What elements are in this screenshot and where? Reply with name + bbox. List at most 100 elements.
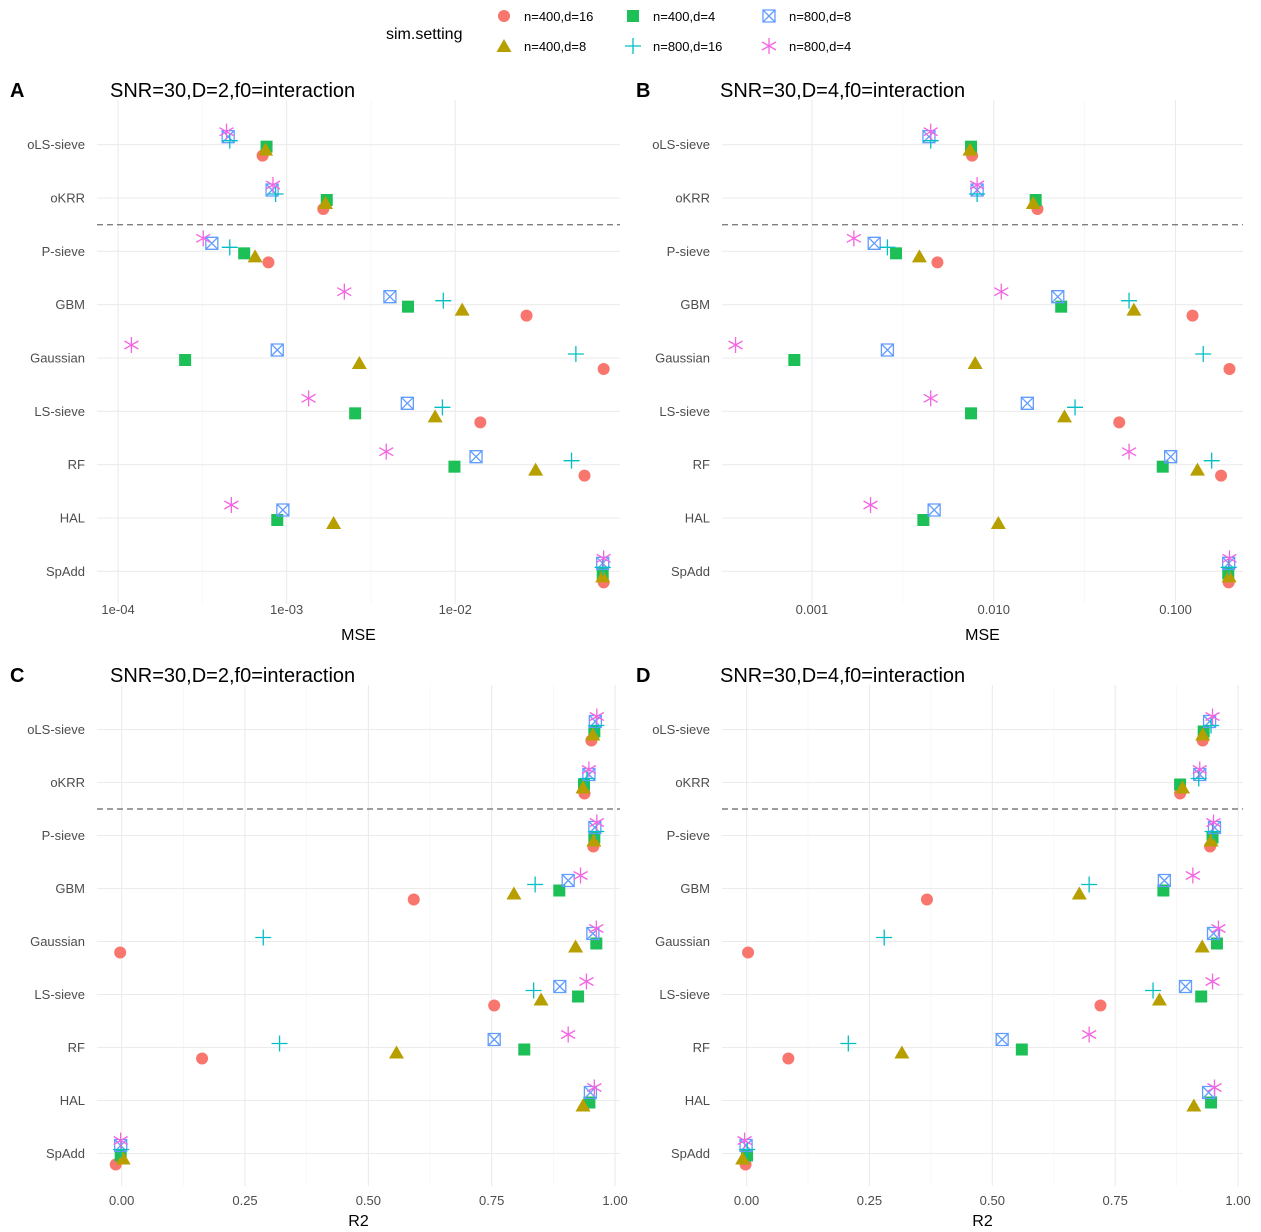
point-n-400-d-16-rf <box>1215 469 1228 482</box>
point-n-800-d-8-rf <box>487 1032 501 1047</box>
point-n-800-d-16-spadd <box>594 559 611 576</box>
point-n-800-d-8-gaussian <box>270 343 284 357</box>
point-n-800-d-4-okrr <box>1192 761 1208 778</box>
point-n-400-d-4-ls-sieve <box>572 990 585 1003</box>
point-n-400-d-4-ls-sieve <box>1195 990 1208 1003</box>
panel-tag: C <box>10 665 24 687</box>
panel-title: SNR=30,D=4,f0=interaction <box>720 80 965 102</box>
point-n-400-d-4-gaussian <box>179 354 192 366</box>
point-n-800-d-4-gbm <box>993 283 1009 300</box>
point-n-400-d-8-p-sieve <box>586 833 602 847</box>
point-n-800-d-16-gaussian <box>876 929 893 946</box>
point-n-400-d-4-gaussian <box>1210 937 1223 950</box>
point-n-800-d-16-ls-sieve <box>434 399 451 416</box>
y-tick-label-ols-sieve: oLS-sieve <box>652 137 710 152</box>
point-n-800-d-16-gaussian <box>255 929 272 946</box>
point-n-800-d-8-gbm <box>561 873 575 888</box>
point-n-800-d-4-okrr <box>581 761 597 778</box>
point-n-400-d-16-gaussian <box>1223 363 1236 375</box>
point-n-400-d-8-hal <box>990 516 1006 529</box>
panel-title: SNR=30,D=2,f0=interaction <box>110 665 355 687</box>
point-n-800-d-16-rf <box>271 1035 288 1052</box>
point-n-800-d-16-gbm <box>527 876 544 893</box>
point-n-800-d-16-gbm <box>1121 292 1138 309</box>
point-n-400-d-8-hal <box>326 516 342 529</box>
legend-key-n-800-d-8 <box>762 9 776 23</box>
point-n-400-d-16-gbm <box>1186 309 1199 322</box>
y-tick-label-hal: HAL <box>685 1093 710 1108</box>
y-tick-label-spadd: SpAdd <box>46 564 85 579</box>
point-n-800-d-8-gbm <box>1051 290 1065 304</box>
point-n-400-d-8-ols-sieve <box>585 727 601 741</box>
point-n-800-d-4-hal <box>1207 1079 1222 1096</box>
legend-label-n-400-d-4: n=400,d=4 <box>653 9 715 24</box>
x-tick-label: 1.00 <box>602 1193 627 1208</box>
point-n-800-d-4-gaussian <box>1211 920 1226 937</box>
point-n-400-d-8-hal <box>1186 1098 1202 1112</box>
point-n-800-d-4-rf <box>560 1026 576 1043</box>
x-tick-label: 0.75 <box>1103 1193 1128 1208</box>
point-n-400-d-8-ols-sieve <box>962 142 978 156</box>
point-n-800-d-8-rf <box>1164 450 1178 464</box>
legend-key-n-400-d-8 <box>496 39 512 52</box>
point-n-800-d-8-ls-sieve <box>400 396 414 410</box>
point-n-400-d-8-gbm <box>454 302 470 316</box>
point-n-400-d-8-ols-sieve <box>1195 727 1211 741</box>
x-tick-label: 0.75 <box>479 1193 504 1208</box>
point-n-400-d-8-spadd <box>115 1151 131 1165</box>
y-tick-label-p-sieve: P-sieve <box>667 828 710 843</box>
y-tick-label-rf: RF <box>68 457 85 472</box>
y-tick-label-ols-sieve: oLS-sieve <box>27 722 85 737</box>
point-n-800-d-4-rf <box>1081 1026 1097 1043</box>
y-tick-label-okrr: oKRR <box>675 191 710 206</box>
point-n-800-d-4-okrr <box>265 177 281 193</box>
point-n-800-d-4-ls-sieve <box>1205 973 1220 990</box>
point-n-400-d-4-gbm <box>402 300 415 313</box>
point-n-400-d-4-gaussian <box>590 937 603 950</box>
point-n-400-d-16-rf <box>782 1052 795 1065</box>
point-n-800-d-4-rf <box>1121 443 1137 460</box>
point-n-400-d-16-gaussian <box>114 946 127 959</box>
legend-key-n-400-d-16 <box>498 10 510 22</box>
point-n-800-d-8-hal <box>927 503 941 517</box>
point-n-800-d-4-gbm <box>337 283 352 300</box>
y-tick-label-p-sieve: P-sieve <box>42 828 85 843</box>
legend-item-n-400-d-16: n=400,d=16 <box>498 9 593 24</box>
point-n-400-d-8-gaussian <box>568 939 584 953</box>
legend-key-n-800-d-4 <box>761 38 777 54</box>
y-tick-label-p-sieve: P-sieve <box>42 244 85 259</box>
y-tick-label-hal: HAL <box>60 1093 85 1108</box>
x-axis-label: MSE <box>341 627 376 644</box>
point-n-400-d-4-rf <box>448 460 461 473</box>
point-n-800-d-8-ls-sieve <box>1178 979 1193 994</box>
legend-item-n-800-d-16: n=800,d=16 <box>625 38 722 54</box>
point-n-800-d-16-gaussian <box>567 346 584 362</box>
point-n-800-d-16-okrr <box>1190 770 1207 787</box>
point-n-800-d-8-gaussian <box>880 343 895 357</box>
point-n-800-d-4-p-sieve <box>846 230 862 247</box>
legend-item-n-800-d-4: n=800,d=4 <box>761 38 851 54</box>
point-n-800-d-8-rf <box>995 1032 1009 1047</box>
point-n-400-d-8-spadd <box>735 1151 751 1165</box>
point-n-400-d-16-ls-sieve <box>1113 416 1126 429</box>
point-n-800-d-4-gbm <box>573 867 588 884</box>
y-tick-label-okrr: oKRR <box>50 775 85 790</box>
data-points <box>735 708 1226 1171</box>
point-n-800-d-4-ols-sieve <box>589 708 605 725</box>
point-n-400-d-8-hal <box>575 1098 591 1112</box>
point-n-800-d-16-rf <box>840 1035 857 1052</box>
y-tick-label-gbm: GBM <box>680 297 710 312</box>
point-n-800-d-4-okrr <box>969 177 985 193</box>
point-n-400-d-8-p-sieve <box>1203 833 1219 847</box>
point-n-800-d-4-spadd <box>737 1132 752 1149</box>
x-tick-label: 1e-04 <box>101 602 134 617</box>
legend-item-n-400-d-8: n=400,d=8 <box>496 39 586 54</box>
panel-tag: B <box>636 80 650 102</box>
point-n-800-d-4-hal <box>863 497 878 513</box>
point-n-800-d-16-gbm <box>1081 876 1098 893</box>
point-n-800-d-8-rf <box>469 450 483 464</box>
point-n-400-d-16-gaussian <box>742 946 755 959</box>
legend-item-n-400-d-4: n=400,d=4 <box>627 9 715 24</box>
point-n-400-d-8-ols-sieve <box>258 142 274 156</box>
grid <box>97 685 620 1186</box>
